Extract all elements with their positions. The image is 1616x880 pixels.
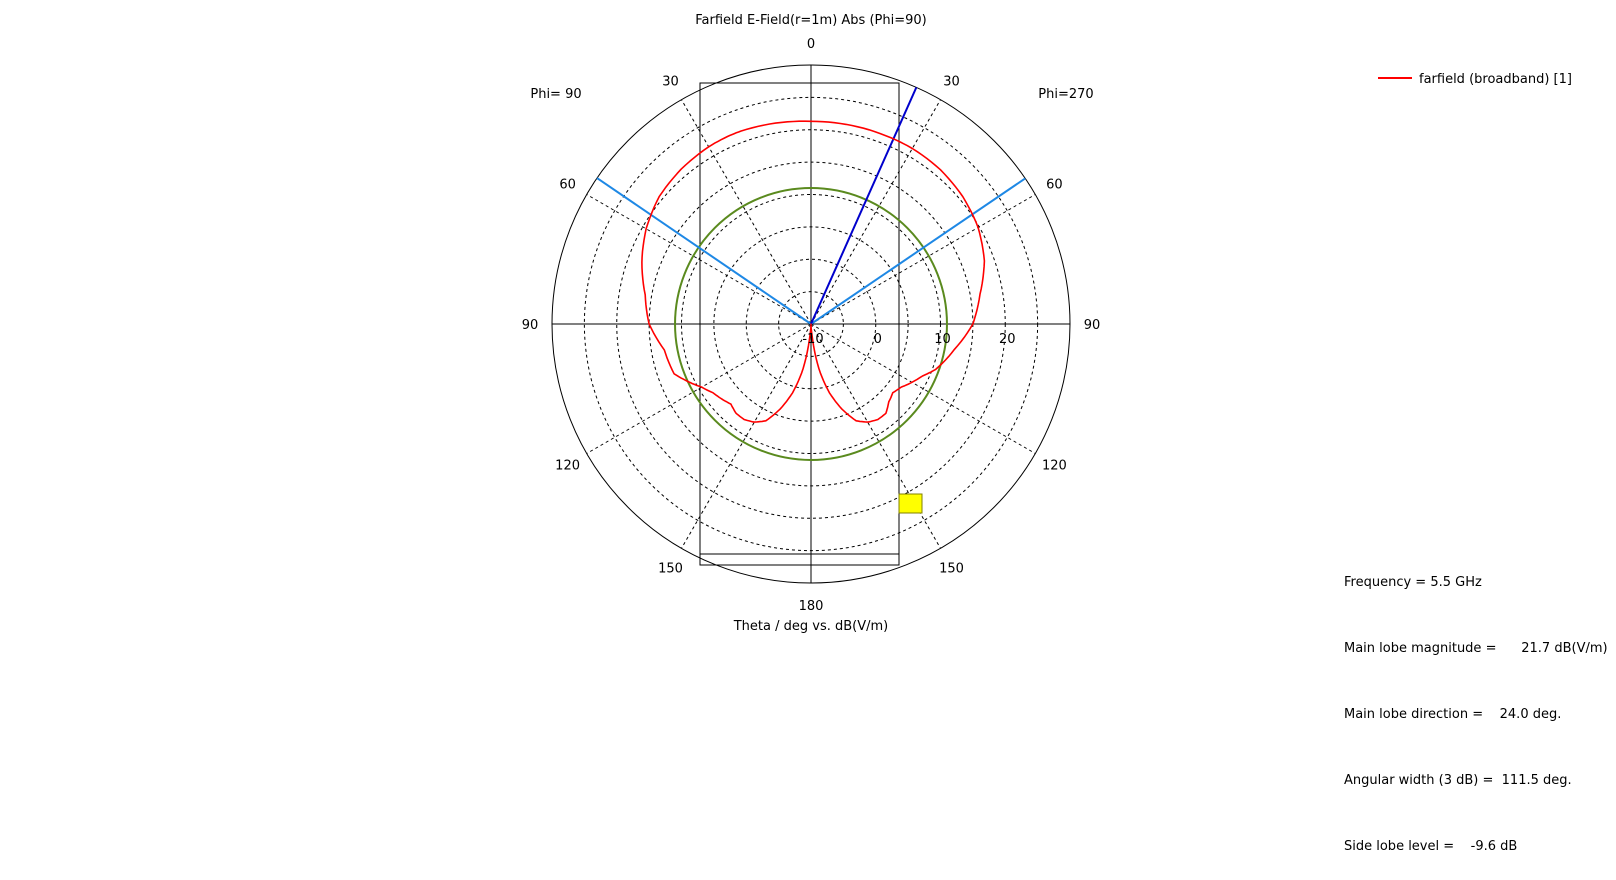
angle-tick-label: 180: [799, 599, 824, 614]
grid-spoke: [810, 323, 941, 549]
selection-box: [699, 82, 900, 566]
angle-tick-label: 60: [1046, 178, 1063, 193]
angular-width-text: Angular width (3 dB) = 111.5 deg.: [1344, 773, 1572, 788]
polar-chart: Farfield E-Field(r=1m) Abs (Phi=90) Phi=…: [522, 13, 1572, 634]
angle-tick-label: 150: [939, 561, 964, 576]
phi-left-label: Phi= 90: [530, 87, 581, 102]
grid-spoke: [810, 99, 941, 325]
radial-tick-label: 20: [999, 332, 1016, 347]
marker-square[interactable]: [898, 493, 923, 514]
grid-spoke: [681, 99, 812, 325]
angle-tick-label: 60: [559, 178, 576, 193]
radial-tick-label: 0: [874, 332, 882, 347]
main-lobe-direction-text: Main lobe direction = 24.0 deg.: [1344, 707, 1562, 722]
angle-tick-label: 30: [662, 75, 679, 90]
side-lobe-level-text: Side lobe level = -9.6 dB: [1344, 839, 1518, 854]
phi-right-label: Phi=270: [1038, 87, 1093, 102]
grid-spoke: [810, 323, 1036, 454]
frequency-text: Frequency = 5.5 GHz: [1344, 575, 1482, 590]
radial-tick-label: 10: [934, 332, 951, 347]
grid-spoke: [681, 323, 812, 549]
chart-title: Farfield E-Field(r=1m) Abs (Phi=90): [695, 13, 926, 28]
beamwidth-line: [596, 177, 812, 325]
series-curve: [641, 120, 986, 423]
tick-labels: 0 30 60 90 120 150 180 150 120 90 60 30 -10 0 10 20: [522, 37, 1101, 614]
angle-tick-label: 90: [522, 318, 539, 333]
grid-spoke: [586, 194, 812, 325]
annotation-lines: [596, 86, 1026, 461]
angle-tick-label: 150: [658, 561, 683, 576]
x-axis-label: Theta / deg vs. dB(V/m): [733, 619, 889, 634]
main-lobe-line: [810, 86, 918, 325]
angle-tick-label: 120: [1042, 459, 1067, 474]
radial-tick-label: -10: [802, 332, 823, 347]
box-outline: [699, 82, 900, 566]
threshold-circle: [674, 187, 948, 461]
polar-grid: [551, 64, 1071, 584]
grid-spoke: [810, 194, 1036, 325]
angle-tick-label: 120: [555, 459, 580, 474]
results-panel: Frequency = 5.5 GHz Main lobe magnitude …: [1344, 528, 1608, 880]
main-lobe-magnitude-text: Main lobe magnitude = 21.7 dB(V/m): [1344, 641, 1608, 656]
angle-tick-label: 0: [807, 37, 815, 52]
legend: farfield (broadband) [1]: [1378, 72, 1572, 87]
legend-label: farfield (broadband) [1]: [1419, 72, 1572, 87]
beamwidth-line: [810, 177, 1026, 325]
series-layer: [641, 120, 986, 423]
angle-tick-label: 90: [1084, 318, 1101, 333]
grid-spoke: [586, 323, 812, 454]
angle-tick-label: 30: [943, 75, 960, 90]
